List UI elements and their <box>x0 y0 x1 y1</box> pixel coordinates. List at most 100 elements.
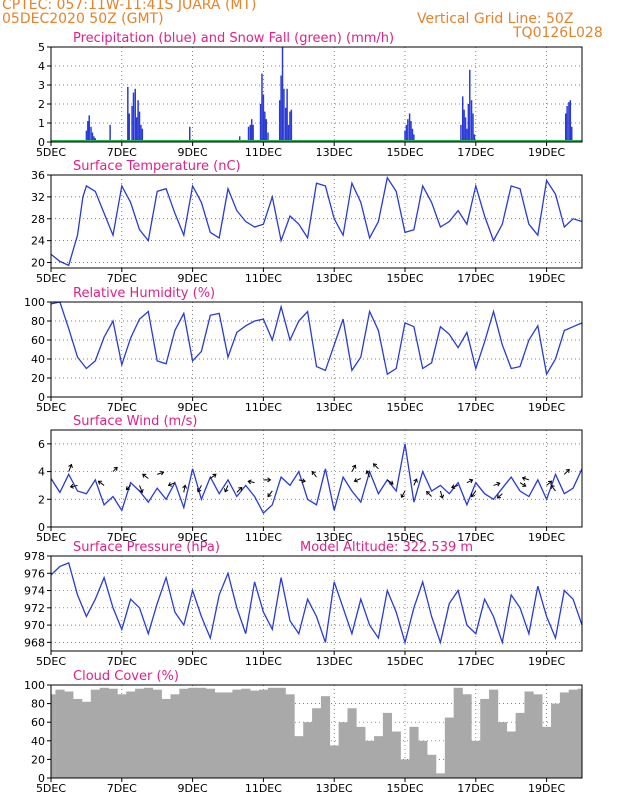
cloud-bar <box>409 726 419 778</box>
plot-frame <box>50 301 583 398</box>
y-tick-label: 36 <box>31 169 45 182</box>
precip-bar <box>128 113 130 142</box>
wind-vector <box>550 485 556 492</box>
x-tick-label: 9DEC <box>178 531 208 544</box>
wind-vector <box>522 477 530 481</box>
cloud-bar <box>81 701 92 778</box>
cloud-bar <box>214 692 224 778</box>
x-tick-label: 9DEC <box>178 655 208 668</box>
y-tick-label: 4 <box>38 466 45 479</box>
wind-vector <box>68 464 72 472</box>
cloud-bar <box>197 687 207 778</box>
y-tick-label: 100 <box>24 296 45 309</box>
wind-vector-head <box>439 494 445 499</box>
humidity-panel: 0 20 40 60 80 100 5DEC 7DEC 9DEC 11DEC 13DEC 15DEC 1… <box>24 286 583 414</box>
wind-vector <box>519 482 526 487</box>
precip-bar <box>93 136 95 142</box>
y-tick-label: 2 <box>38 493 45 506</box>
wind-vector <box>168 482 176 486</box>
wind-vector-head <box>400 493 405 499</box>
wind-vector <box>413 478 418 486</box>
wind-vector-head <box>550 484 555 489</box>
plot-frame <box>50 684 583 779</box>
x-tick-label: 15DEC <box>386 531 423 544</box>
x-tick-label: 17DEC <box>457 272 494 285</box>
cloud-bar <box>356 726 366 778</box>
y-tick-label: 972 <box>24 602 45 615</box>
precip-bar <box>91 132 94 142</box>
y-tick-label: 4 <box>38 60 45 73</box>
x-tick-label: 13DEC <box>316 146 353 159</box>
wind-vector-head <box>223 488 229 493</box>
x-tick-label: 5DEC <box>36 401 66 414</box>
wind-vector-head <box>167 482 173 487</box>
precip-panel: 0 1 2 3 4 5 5DEC 7DEC 9DEC 11DEC 13DEC 15DEC 17DEC 19… <box>36 31 583 159</box>
y-tick-label: 0 <box>38 391 45 404</box>
cloud-bar <box>577 688 582 778</box>
wind-vector <box>366 470 371 478</box>
wind-vector <box>267 490 273 497</box>
wind-vector-head <box>301 478 306 484</box>
x-tick-label: 11DEC <box>245 272 282 285</box>
y-tick-label: 970 <box>24 619 45 632</box>
precip-bar <box>464 117 467 142</box>
y-tick-label: 24 <box>31 235 45 248</box>
precip-bar <box>134 88 136 142</box>
y-tick-label: 20 <box>31 753 45 766</box>
y-tick-label: 20 <box>31 257 45 270</box>
wind-vector-head <box>267 493 272 498</box>
run-datetime: 05DEC2020 50Z (GMT) <box>2 11 164 27</box>
cloud-bar <box>232 689 242 778</box>
y-tick-label: 60 <box>31 716 45 729</box>
precip-bar <box>413 134 415 142</box>
precip-bar <box>267 132 269 142</box>
precip-bar <box>283 88 285 142</box>
precip-bar <box>140 124 142 142</box>
temperature-title: Surface Temperature (nC) <box>73 159 241 174</box>
precip-bar <box>280 75 282 142</box>
y-tick-label: 0 <box>38 521 45 534</box>
y-tick-label: 968 <box>24 636 45 649</box>
precip-bar <box>411 128 414 142</box>
pressure-line <box>50 562 583 645</box>
x-tick-label: 7DEC <box>107 531 137 544</box>
y-tick-label: 32 <box>31 191 45 204</box>
cloud-bar <box>276 687 286 778</box>
x-tick-label: 11DEC <box>245 531 282 544</box>
wind-vector-head <box>238 486 243 491</box>
wind-vector-head <box>426 491 431 496</box>
cloud-bar <box>258 689 269 778</box>
cloud-bar <box>294 736 304 778</box>
wind-vector-head <box>311 470 316 476</box>
pressure-panel: 968 970 972 974 976 978 5DEC 7DEC 9DEC 11DEC 13DEC… <box>24 540 583 668</box>
precip-bar <box>138 111 141 142</box>
precip-bar <box>286 88 288 142</box>
wind-vector-head <box>113 466 118 471</box>
wind-vector <box>426 491 432 497</box>
x-tick-label: 5DEC <box>36 146 66 159</box>
cloud-bar <box>427 754 437 778</box>
y-tick-label: 80 <box>31 698 45 711</box>
precip-bar <box>281 47 284 142</box>
plot-frame <box>50 555 583 652</box>
cloud-bar <box>135 688 145 778</box>
precip-bar <box>90 126 92 142</box>
y-tick-label: 5 <box>38 41 45 54</box>
cloud-bar <box>444 717 454 778</box>
cloud-bar <box>329 745 339 778</box>
wind-line <box>50 443 583 515</box>
cloud-bar <box>506 731 516 778</box>
x-tick-label: 7DEC <box>107 655 137 668</box>
precip-bar <box>259 104 262 142</box>
cloud-bar <box>73 698 83 778</box>
precip-bar <box>569 100 572 142</box>
wind-vector <box>126 485 132 490</box>
x-tick-label: 13DEC <box>316 401 353 414</box>
station-info: CPTEC: 057:11W-11:41S JUARA (MT) <box>2 0 257 13</box>
precip-bar <box>287 124 290 142</box>
y-tick-label: 40 <box>31 353 45 366</box>
precip-bar <box>463 109 465 142</box>
y-tick-label: 0 <box>38 772 45 785</box>
y-tick-label: 6 <box>38 438 45 451</box>
x-tick-label: 7DEC <box>107 146 137 159</box>
